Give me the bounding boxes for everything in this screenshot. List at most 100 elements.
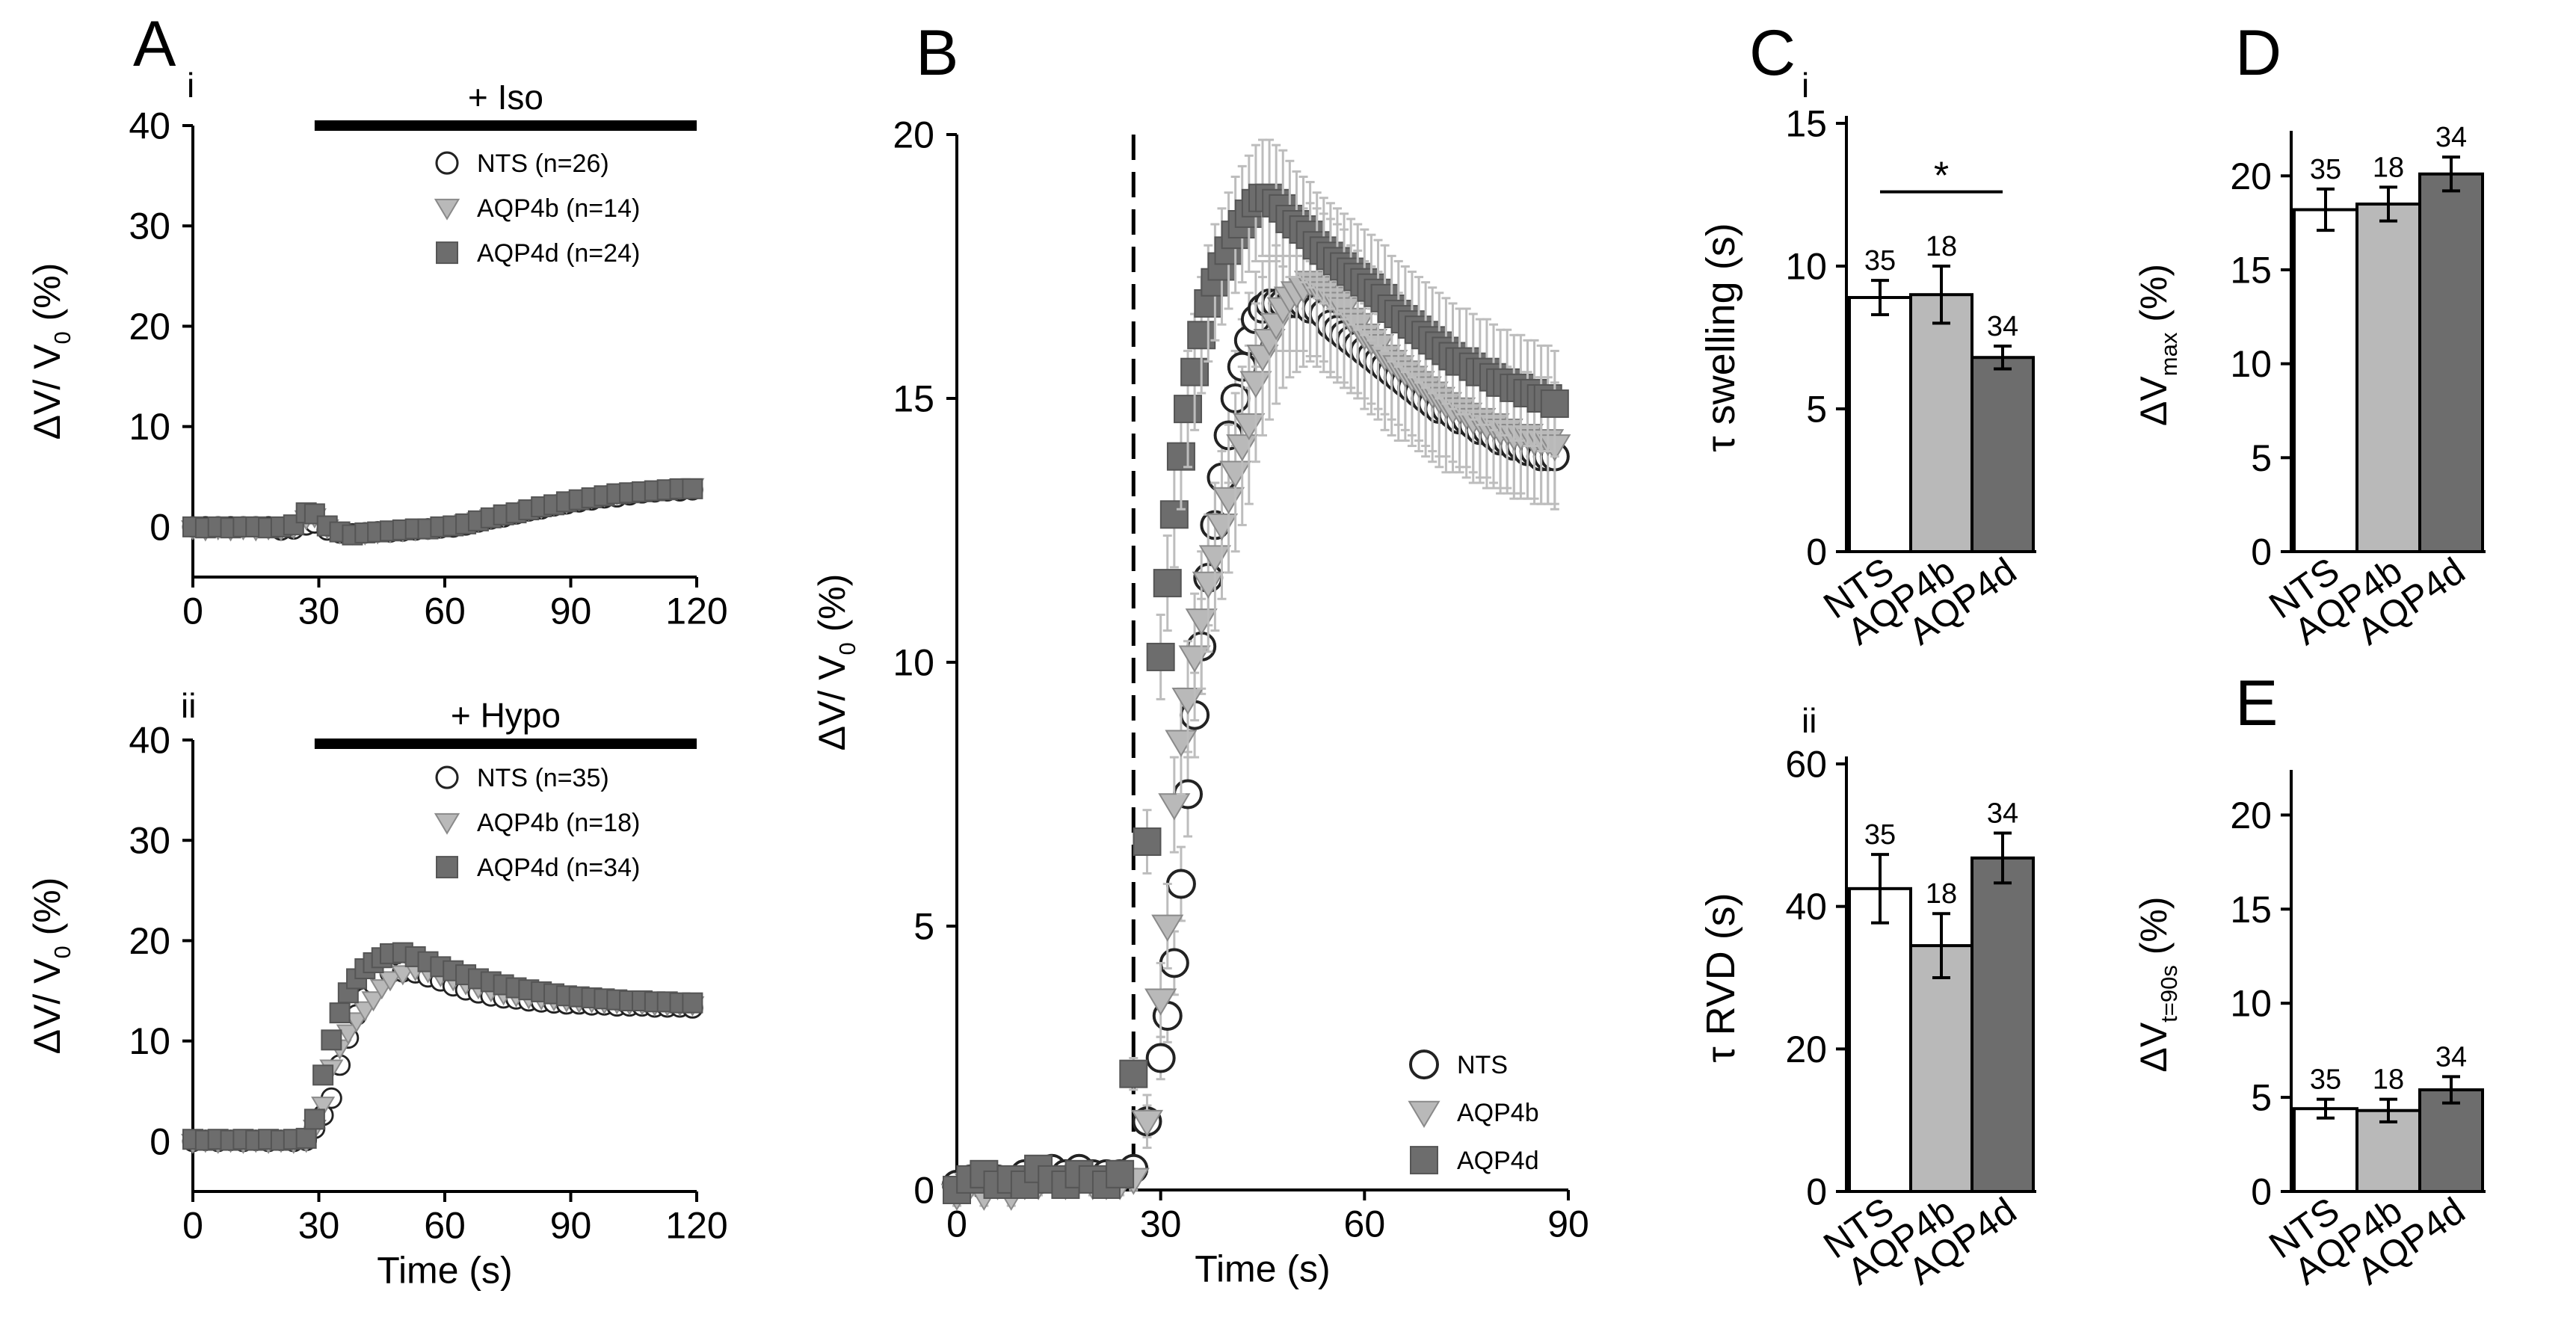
y-axis-label: ΔV/ V0 (%) — [26, 263, 76, 440]
y-axis-label-tail: (%) — [811, 574, 853, 643]
legend-label: AQP4b (n=18) — [477, 809, 640, 837]
y-axis-label-sub: 0 — [49, 331, 76, 344]
n-label: 34 — [1987, 311, 2018, 342]
y-tick-label: 20 — [2230, 795, 2272, 836]
y-tick-label: 0 — [150, 1120, 170, 1162]
treatment-label: + Hypo — [451, 696, 561, 735]
data-point-aqp4b — [344, 1012, 369, 1033]
y-tick-label: 20 — [129, 920, 170, 962]
bar-aqp4d — [1970, 856, 2035, 1193]
bar-nts — [2293, 208, 2358, 553]
panel-letter: D — [2235, 17, 2281, 89]
data-point-aqp4d — [1146, 642, 1175, 671]
y-axis-label-sub: 0 — [834, 642, 860, 655]
x-tick-label: 30 — [298, 591, 340, 632]
y-axis-label-main: ΔV/ V — [26, 344, 68, 440]
data-point-aqp4d — [1174, 395, 1203, 424]
legend-label: AQP4b — [1457, 1099, 1539, 1127]
y-tick-label: 30 — [129, 820, 170, 862]
y-axis-label-tail: (%) — [2133, 264, 2175, 333]
data-point-aqp4d — [1166, 442, 1195, 471]
data-point-aqp4b — [378, 971, 403, 992]
y-tick-label: 15 — [893, 378, 934, 420]
panel-sublabel: ii — [1802, 701, 1817, 740]
data-point-nts — [1145, 1043, 1176, 1073]
series-aqp4d — [943, 138, 1569, 1204]
data-point-aqp4b — [1158, 793, 1191, 821]
x-tick-label: 0 — [182, 591, 203, 632]
legend-label: NTS (n=26) — [477, 149, 609, 178]
series-aqp4d — [182, 942, 703, 1151]
y-axis-label-main: τ swelling (s) — [1698, 223, 1743, 451]
x-axis-label: Time (s) — [1195, 1248, 1330, 1290]
data-point-aqp4b — [336, 1024, 360, 1045]
chart-Aii: 0 10 20 30 40 0 30 60 90 120 Time (s) + Hypo NTS (n=… — [129, 686, 727, 1292]
y-tick-label: 30 — [129, 206, 170, 247]
legend-label: AQP4d (n=34) — [477, 854, 640, 882]
data-point-aqp4b — [361, 991, 386, 1012]
legend-marker-nts — [435, 765, 459, 789]
y-tick-label: 15 — [1785, 103, 1827, 145]
treatment-label: + Iso — [468, 78, 543, 117]
bar-nts — [1848, 296, 1912, 553]
y-tick-label: 10 — [1785, 246, 1827, 288]
data-point-aqp4d — [1180, 357, 1210, 386]
n-label: 18 — [2373, 1064, 2404, 1096]
bar-aqp4b — [2355, 202, 2421, 553]
data-point-aqp4d — [312, 1064, 334, 1086]
data-point-aqp4d — [303, 503, 325, 525]
y-tick-label: 40 — [1785, 886, 1827, 928]
panel-letter: A — [133, 8, 176, 80]
y-axis-label-main: ΔV — [2133, 1022, 2175, 1072]
y-axis-label: τ RVD (s) — [1698, 892, 1743, 1062]
x-tick-label: 0 — [182, 1205, 203, 1247]
legend-label: AQP4b (n=14) — [477, 194, 640, 223]
bar-aqp4d — [2418, 1088, 2484, 1193]
legend-marker-aqp4b — [1408, 1100, 1440, 1128]
y-axis-label-main: ΔV/ V — [811, 655, 853, 751]
y-tick-label: 10 — [129, 406, 170, 448]
x-tick-label: 30 — [1140, 1203, 1182, 1245]
y-axis-label-main: ΔV — [2133, 376, 2175, 426]
y-tick-label: 0 — [1806, 1171, 1827, 1213]
y-tick-label: 0 — [1806, 531, 1827, 573]
y-axis-label-sub: t=90s — [2156, 965, 2182, 1023]
y-axis-label-sub: 0 — [49, 946, 76, 958]
x-tick-label: 30 — [298, 1205, 340, 1247]
bar-aqp4d — [2418, 172, 2484, 553]
y-tick-label: 5 — [2251, 437, 2272, 479]
y-axis-label: τ swelling (s) — [1698, 223, 1743, 451]
y-tick-label: 10 — [893, 642, 934, 684]
x-tick-label: 90 — [550, 591, 592, 632]
y-tick-label: 60 — [1785, 744, 1827, 786]
y-axis-label-main: ΔV/ V — [26, 958, 68, 1055]
y-tick-label: 10 — [129, 1020, 170, 1062]
data-point-aqp4d — [682, 992, 703, 1014]
y-tick-label: 20 — [129, 306, 170, 348]
y-tick-label: 0 — [150, 506, 170, 548]
y-tick-label: 5 — [913, 906, 934, 948]
n-label: 35 — [2310, 154, 2341, 185]
data-point-aqp4d — [1187, 321, 1216, 350]
panel-letter: C — [1749, 17, 1796, 89]
data-point-aqp4b — [1151, 914, 1184, 942]
x-tick-label: 60 — [424, 1205, 466, 1247]
y-axis-label-tail: (%) — [2133, 896, 2175, 965]
data-point-aqp4d — [303, 1109, 325, 1130]
n-label: 34 — [2435, 122, 2467, 153]
legend-marker-aqp4d — [1410, 1146, 1438, 1175]
legend-marker-nts — [1409, 1049, 1439, 1080]
y-axis-label-main: τ RVD (s) — [1698, 892, 1743, 1062]
data-point-aqp4b — [1130, 1109, 1164, 1138]
y-tick-label: 10 — [2230, 343, 2272, 385]
y-axis-label: ΔVt=90s (%) — [2133, 896, 2182, 1072]
panel-letter: B — [916, 17, 958, 89]
y-axis-label: ΔVmax (%) — [2133, 264, 2182, 426]
x-tick-label: 90 — [550, 1205, 592, 1247]
bar-aqp4d — [1970, 356, 2035, 553]
n-label: 18 — [1926, 878, 1957, 910]
n-label: 35 — [1864, 819, 1896, 851]
y-tick-label: 15 — [2230, 249, 2272, 291]
